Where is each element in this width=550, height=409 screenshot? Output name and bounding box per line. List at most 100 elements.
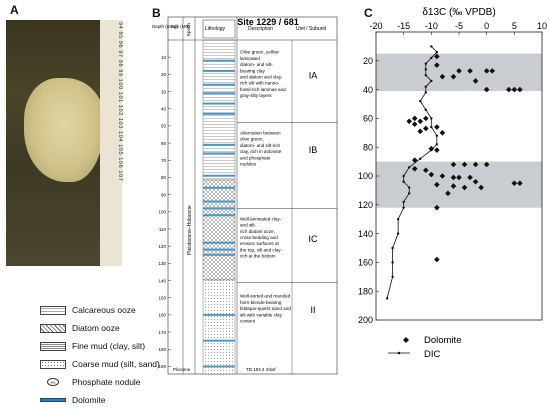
dolomite-band	[203, 152, 235, 155]
dolomite-point	[423, 115, 429, 122]
y-tick-label: 100	[358, 171, 373, 181]
depth-tick-label: 150	[158, 296, 166, 301]
depth-tick-label: 140	[158, 278, 166, 283]
lithology-header-box	[202, 19, 236, 39]
unit-description-line: rich silt with nanno-	[240, 81, 280, 86]
dolomite-point	[489, 68, 495, 74]
depth-tick-label: 30	[161, 89, 167, 94]
dolomite-band	[203, 214, 235, 217]
legend-item: Calcareous ooze	[40, 304, 136, 316]
depth-tick-label: 10	[161, 55, 167, 60]
header-age: Age (Ma)	[171, 24, 190, 29]
depth-tick-label: 90	[161, 192, 167, 197]
dolomite-swatch	[40, 398, 66, 402]
dolomite-point	[434, 256, 440, 263]
dolomite-point	[411, 121, 418, 127]
scale-ruler	[100, 20, 122, 266]
dolomite-point	[434, 53, 440, 60]
unit-description-line: gray silty layers	[240, 93, 272, 98]
dolomite-point	[472, 161, 479, 168]
depth-tick-label: 130	[158, 261, 166, 266]
dolomite-band	[203, 102, 235, 105]
epoch-bottom-label: Pliocene	[173, 367, 191, 372]
dolomite-point	[517, 86, 523, 93]
unit-description-line: Alternation between	[240, 130, 281, 135]
dic-point	[424, 108, 427, 111]
diatom-ooze-swatch	[40, 323, 66, 333]
dolomite-point	[456, 174, 462, 181]
unit-description-line: diatom- and silt-	[240, 62, 273, 67]
legend-item: Dolomite	[40, 394, 106, 406]
legend-item: Fine mud (clay, silt)	[40, 340, 145, 352]
dolomite-point	[483, 68, 490, 74]
depth-tick-label: 190	[158, 364, 166, 369]
dic-point	[435, 134, 439, 137]
epoch-label: Pleistocene–Holocene	[187, 205, 193, 255]
dolomite-band	[203, 186, 235, 189]
dolomite-point	[411, 115, 418, 122]
legend-label: Calcareous ooze	[72, 305, 136, 315]
unit-description-line: olive green,	[240, 137, 264, 142]
x-tick-label: -15	[397, 21, 410, 31]
unit-label: IC	[309, 234, 319, 244]
dic-point	[435, 143, 439, 146]
dolomite-point	[434, 204, 440, 211]
dolomite-band	[203, 339, 235, 342]
dolomite-point	[423, 167, 429, 174]
coarse-mud-swatch	[40, 359, 66, 369]
dolomite-bands	[203, 59, 235, 368]
chart-legend: Dolomite DIC	[388, 335, 462, 360]
dic-point	[396, 232, 400, 235]
site-title: Site 1229 / 681	[237, 17, 299, 27]
unit-description-line: and phosphate	[240, 155, 271, 160]
dic-point	[391, 275, 394, 278]
x-tick-label: -5	[455, 21, 463, 31]
dic-point	[430, 125, 433, 129]
dolomite-point	[445, 190, 451, 197]
dic-point	[391, 246, 394, 250]
y-tick-label: 180	[358, 286, 373, 296]
unit-description-line: horn-blende-bearing	[240, 300, 282, 305]
dolomite-band	[203, 241, 235, 244]
y-tick-label: 140	[358, 229, 373, 239]
dolomite-point	[450, 183, 457, 189]
dic-point	[408, 186, 411, 189]
legend-item: Ph Phosphate nodule	[40, 376, 141, 388]
panel-label-c: C	[364, 6, 373, 20]
depth-tick-label: 160	[158, 313, 166, 318]
dolomite-point	[417, 128, 424, 135]
shaded-intervals	[376, 53, 542, 208]
shaded-interval	[376, 161, 542, 208]
depth-tick-label: 100	[158, 210, 166, 215]
y-tick-label: 200	[358, 315, 373, 325]
dolomite-point	[406, 118, 412, 125]
unit-description-line: cross-bedding and	[240, 235, 278, 240]
dolomite-band	[203, 248, 235, 251]
dolomite-band	[203, 69, 235, 72]
dolomite-band	[203, 143, 235, 146]
dolomite-point	[411, 157, 418, 163]
dolomite-point	[434, 181, 440, 188]
unit-description-line: feldspar-quartz sand and	[240, 306, 291, 311]
unit-description-line: silt with variable clay	[240, 312, 283, 317]
panel-label-b: B	[152, 6, 161, 20]
legend-item: Diatom ooze	[40, 322, 120, 334]
x-tick-label: -10	[425, 21, 438, 31]
dic-point	[424, 74, 427, 77]
header-lithology: Lithology	[205, 26, 226, 32]
x-tick-label: -20	[369, 21, 382, 31]
dolomite-point	[439, 73, 446, 80]
y-tick-label: 80	[363, 142, 373, 152]
dic-point	[430, 79, 433, 83]
dolomite-point	[511, 86, 518, 93]
dic-point	[419, 99, 422, 103]
dolomite-point	[428, 171, 435, 178]
dolomite-point	[517, 180, 523, 186]
lithology-diatom-ooze	[202, 179, 236, 281]
dic-point	[430, 45, 433, 48]
dolomite-point	[472, 178, 479, 185]
chart-marks	[385, 45, 523, 300]
dolomite-band	[203, 83, 235, 86]
